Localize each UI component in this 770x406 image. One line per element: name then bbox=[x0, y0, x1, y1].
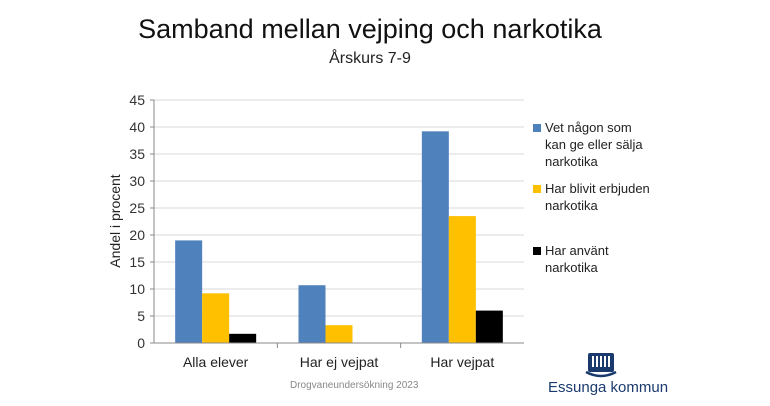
legend-label-line: narkotika bbox=[545, 260, 598, 275]
chart-title: Samband mellan vejping och narkotika bbox=[138, 14, 602, 44]
y-tick-label: 35 bbox=[129, 146, 145, 162]
bar bbox=[298, 285, 326, 343]
legend-label-line: narkotika bbox=[545, 198, 598, 213]
y-tick-label: 5 bbox=[137, 308, 145, 324]
legend-entry: Har blivit erbjuden narkotika bbox=[533, 180, 685, 214]
x-tick-label: Har vejpat bbox=[430, 354, 494, 370]
y-tick-label: 30 bbox=[129, 173, 145, 189]
legend-label-line: kan ge eller sälja bbox=[545, 137, 643, 152]
legend-entry: Vet någon som kan ge eller sälja narkotika bbox=[533, 119, 685, 170]
legend-label-line: Har blivit erbjuden bbox=[545, 181, 650, 196]
bar bbox=[448, 216, 476, 343]
y-tick-label: 0 bbox=[137, 335, 145, 351]
y-tick-label: 45 bbox=[129, 92, 145, 108]
y-tick-label: 10 bbox=[129, 281, 145, 297]
y-axis-label: Andel i procent bbox=[107, 174, 123, 268]
legend-swatch bbox=[533, 124, 541, 132]
essunga-crest-icon bbox=[585, 353, 617, 378]
legend-label-line: narkotika bbox=[545, 154, 598, 169]
legend-swatch bbox=[533, 247, 541, 255]
x-tick-label: Har ej vejpat bbox=[300, 354, 379, 370]
bar bbox=[421, 131, 449, 343]
axes: 0 5 10 15 20 25 30 35 40 45 Alla elever Har ej vejp… bbox=[129, 92, 524, 370]
bar bbox=[175, 240, 203, 343]
bar bbox=[325, 325, 353, 343]
y-tick-label: 25 bbox=[129, 200, 145, 216]
bars bbox=[175, 131, 503, 343]
bar bbox=[202, 293, 230, 343]
essunga-logo: Essunga kommun bbox=[548, 352, 668, 398]
x-tick-label: Alla elever bbox=[183, 354, 249, 370]
legend-entry: Har använt narkotika bbox=[533, 242, 685, 276]
y-tick-label: 20 bbox=[129, 227, 145, 243]
legend-swatch bbox=[533, 185, 541, 193]
y-tick-label: 40 bbox=[129, 119, 145, 135]
bar bbox=[229, 333, 257, 343]
chart-subtitle: Årskurs 7-9 bbox=[329, 50, 411, 67]
footer-source: Drogvaneundersökning 2023 bbox=[290, 380, 419, 391]
bar bbox=[475, 310, 503, 343]
legend-label-line: Vet någon som bbox=[545, 120, 632, 135]
logo-text: Essunga kommun bbox=[548, 379, 669, 396]
y-tick-label: 15 bbox=[129, 254, 145, 270]
legend-label-line: Har använt bbox=[545, 243, 609, 258]
